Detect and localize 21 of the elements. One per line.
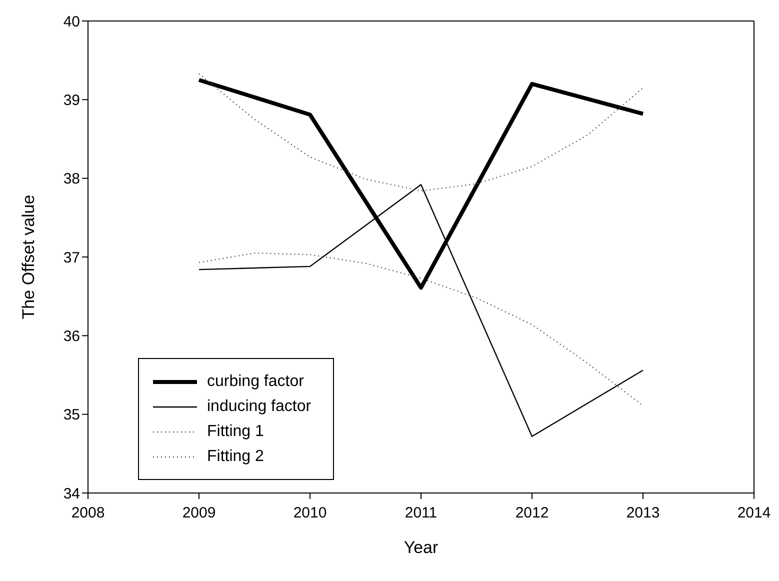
y-axis-title: The Offset value: [19, 194, 38, 320]
x-tick-label: 2012: [515, 504, 549, 522]
y-tick-label: 39: [63, 92, 80, 109]
legend-label: inducing factor: [207, 398, 312, 416]
y-tick-label: 35: [63, 406, 80, 424]
x-tick-label: 2013: [626, 504, 660, 522]
y-tick-label: 37: [63, 249, 80, 266]
y-tick-label: 36: [63, 328, 80, 345]
x-tick-label: 2009: [182, 504, 216, 522]
x-tick-label: 2010: [293, 504, 327, 522]
legend-label: Fitting 2: [207, 448, 264, 466]
x-axis-title: Year: [404, 538, 439, 557]
x-tick-label: 2011: [404, 504, 438, 522]
x-tick-label: 2014: [737, 504, 771, 522]
legend-label: curbing factor: [207, 372, 304, 390]
legend-label: Fitting 1: [207, 422, 264, 440]
y-tick-label: 34: [63, 485, 80, 502]
y-tick-label: 40: [63, 13, 80, 30]
line-series: [198, 73, 644, 192]
x-tick-label: 2008: [71, 504, 105, 522]
y-tick-label: 38: [63, 170, 80, 188]
